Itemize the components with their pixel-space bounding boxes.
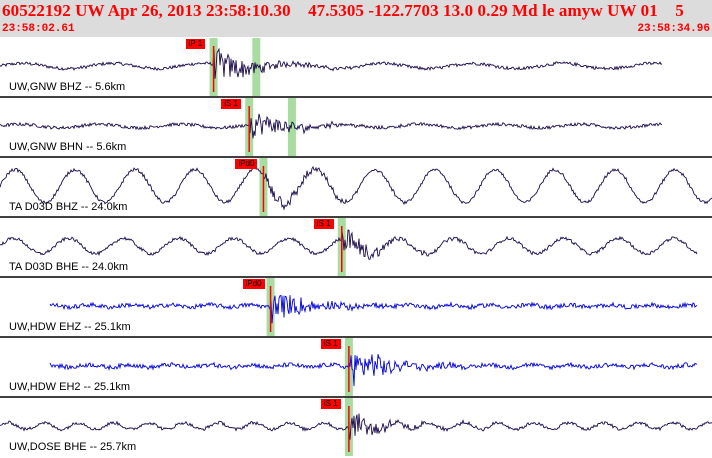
pick-flag[interactable]: iS 1 <box>320 399 341 409</box>
channel-label: UW,DOSE BHE -- 25.7km <box>9 441 137 453</box>
waveform-trace <box>0 47 663 79</box>
pick-window <box>287 98 296 156</box>
pick-flag[interactable]: iPd0 <box>242 279 265 289</box>
pick-flag[interactable]: iPd0 <box>235 159 258 169</box>
channel-label: UW,HDW EHZ -- 25.1km <box>9 321 131 333</box>
record-header: 60522192 UW Apr 26, 2013 23:58:10.30 47.… <box>0 0 712 37</box>
waveform-trace <box>0 166 712 211</box>
window-end-time: 23:58:34.96 <box>637 23 710 35</box>
pick-flag[interactable]: iS 1 <box>320 339 341 349</box>
channel-label: TA D03D BHE -- 24.0km <box>9 261 128 273</box>
channel-label: TA D03D BHZ -- 24.0km <box>9 201 128 213</box>
channel-label: UW,GNW BHZ -- 5.6km <box>9 81 126 93</box>
seismogram-panel[interactable] <box>0 37 712 458</box>
event-summary: 60522192 UW Apr 26, 2013 23:58:10.30 47.… <box>2 1 684 20</box>
channel-label: UW,GNW BHN -- 5.6km <box>9 141 127 153</box>
pick-flag[interactable]: iP 1 <box>185 39 206 49</box>
waveform-trace <box>49 294 698 324</box>
window-start-time: 23:58:02.61 <box>2 23 75 35</box>
pick-flag[interactable]: iS 1 <box>313 219 334 229</box>
channel-label: UW,HDW EH2 -- 25.1km <box>9 381 131 393</box>
waveform-trace <box>0 229 698 260</box>
waveform-trace <box>0 413 712 440</box>
waveform-trace <box>0 113 663 139</box>
waveform-trace <box>49 354 698 387</box>
pick-flag[interactable]: iS 1 <box>221 99 241 109</box>
